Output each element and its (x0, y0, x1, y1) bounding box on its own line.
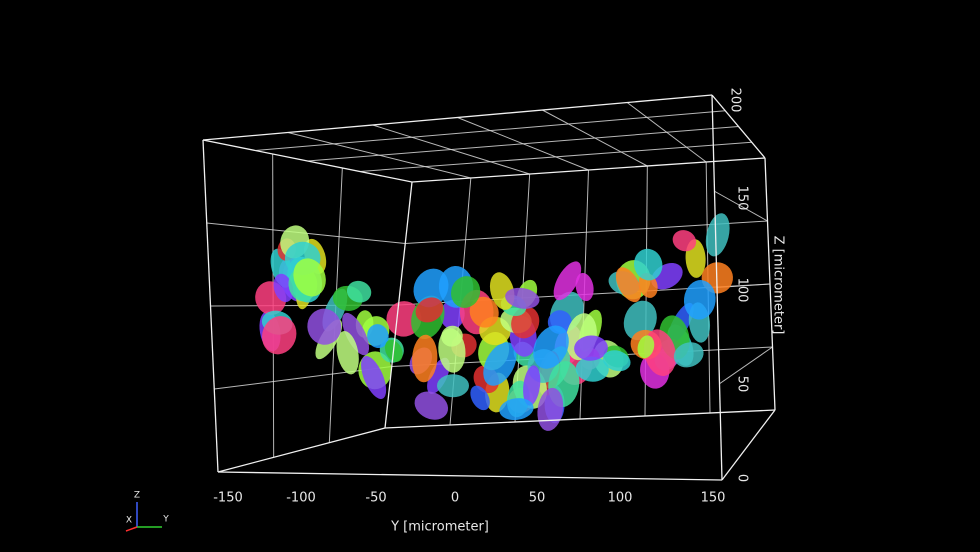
cell (575, 272, 594, 302)
box-edge (202, 94, 713, 141)
bounding-box (202, 94, 776, 481)
cell (533, 325, 569, 369)
cell (673, 342, 704, 368)
cell (261, 316, 297, 355)
z-axis-title: Z [micrometer] (771, 236, 786, 335)
cell (672, 230, 697, 252)
y-axis-title: Y [micrometer] (390, 520, 489, 535)
cell (438, 328, 466, 373)
x-label: X (126, 516, 132, 526)
y-tick-label: 0 (451, 491, 459, 506)
cell (437, 374, 469, 398)
grid-line (255, 110, 726, 151)
cell (413, 268, 449, 308)
z-tick-label: 100 (735, 278, 750, 303)
box-edge (711, 94, 766, 159)
z-tick-label: 150 (735, 186, 750, 211)
grid-line (307, 126, 739, 162)
grid-line (359, 141, 752, 172)
grid-line (714, 190, 768, 222)
cell (361, 356, 387, 399)
cell (602, 350, 631, 372)
axis-labels: -150 -100 -50 0 50 100 150 0 50 100 150 200 (213, 88, 749, 506)
y-tick-label: -100 (286, 491, 316, 506)
z-tick-label: 200 (728, 88, 743, 113)
y-label: Y (162, 515, 169, 525)
cell (705, 213, 730, 257)
box-edge (764, 157, 776, 411)
cell (412, 334, 438, 383)
cells (255, 213, 733, 431)
cell (367, 324, 389, 349)
orientation-widget: Z X Y (125, 491, 169, 532)
cell (634, 248, 663, 281)
cell (415, 297, 444, 323)
cell (342, 312, 370, 356)
cell (293, 258, 326, 297)
cell (470, 385, 490, 411)
cell (499, 398, 534, 421)
box-edge (721, 409, 776, 481)
y-tick-label: 100 (608, 491, 633, 506)
z-label: Z (134, 491, 140, 501)
cell (483, 342, 517, 386)
cell (450, 276, 481, 308)
y-tick-label: -150 (213, 491, 243, 506)
y-tick-label: 50 (529, 491, 546, 506)
cell (414, 391, 449, 420)
cell (346, 280, 372, 303)
grid (206, 102, 773, 458)
cell (615, 267, 642, 303)
box-edge (202, 139, 413, 183)
y-tick-label: 150 (701, 491, 726, 506)
cell (553, 261, 582, 301)
cell (637, 335, 655, 359)
cell (505, 287, 540, 309)
cell (469, 296, 499, 328)
cell (273, 273, 294, 303)
x-arrow (125, 526, 138, 532)
z-tick-label: 0 (735, 474, 750, 482)
cell (575, 356, 609, 382)
box-edge (384, 181, 413, 429)
z-tick-label: 50 (735, 376, 750, 393)
y-tick-label: -50 (365, 491, 386, 506)
cell (523, 365, 541, 406)
cell (307, 308, 342, 345)
box-edge (217, 471, 723, 481)
box-edge (202, 139, 219, 473)
grid-line (405, 220, 768, 244)
cell (336, 331, 359, 375)
cell (574, 335, 608, 361)
box-edge (711, 94, 723, 481)
grid-line (719, 346, 773, 385)
box-edge (411, 157, 766, 183)
box-edge (384, 409, 776, 429)
cell (683, 280, 716, 320)
box-edge (217, 427, 386, 473)
